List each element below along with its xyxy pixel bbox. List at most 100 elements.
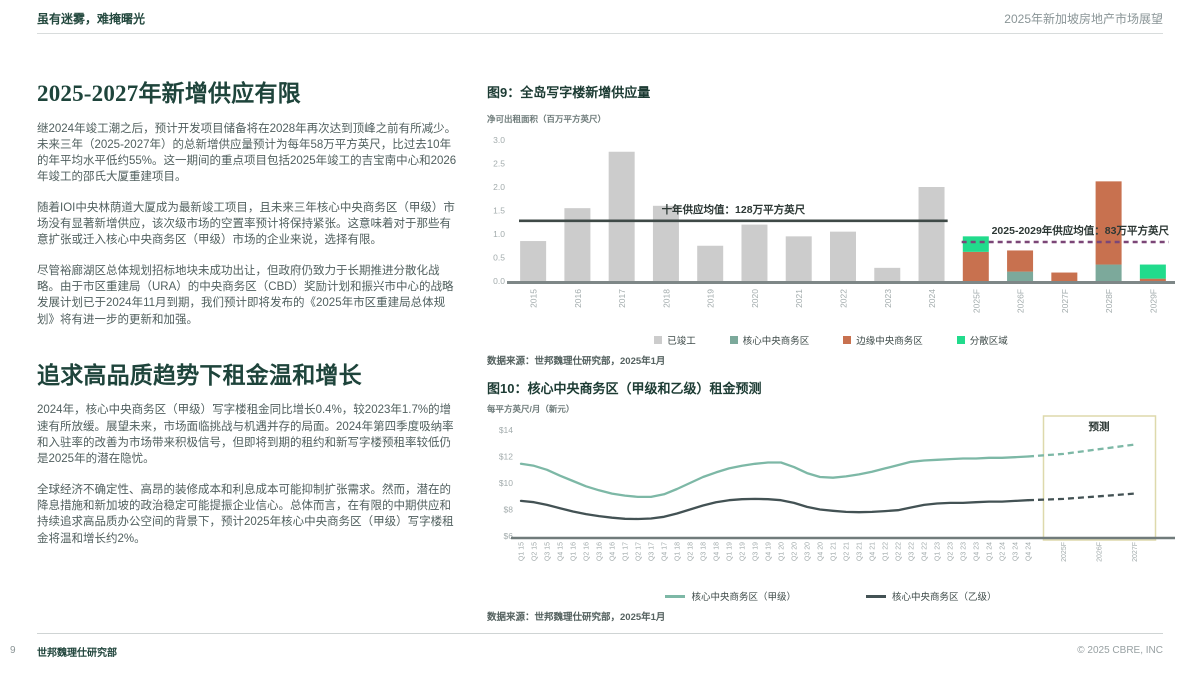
x-tick: Q3 22 [909,542,916,561]
section2-paragraph-1: 2024年，核心中央商务区（甲级）写字楼租金同比增长0.4%，较2023年1.7… [37,404,454,466]
y-tick: $14 [499,425,513,435]
x-tick: 2023 [883,289,893,308]
x-tick: 2027F [1060,289,1070,313]
bar-segment-2026F [1007,250,1034,272]
bar-segment-2019 [697,245,724,281]
bar-segment-2020 [741,224,768,281]
forecast-box [1042,415,1157,541]
bar-segment-2024 [918,187,945,281]
legend-swatch [729,336,738,344]
x-tick: Q2 16 [584,542,591,561]
x-tick: Q4 18 [714,542,721,561]
section1-paragraph-2: 随着IOI中央林荫道大厦成为最新竣工项目，且未来三年核心中央商务区（甲级）市场没… [37,201,455,247]
bar-segment-2021 [785,236,812,281]
x-tick: 2021 [794,289,804,308]
y-tick: $6 [504,531,514,541]
x-tick: Q4 22 [922,542,929,561]
figure9-legend: 已竣工 核心中央商务区 边缘中央商务区 分散区域 [487,333,1175,347]
x-tick: Q2 15 [532,542,539,561]
legend-label: 边缘中央商务区 [856,336,923,347]
page-number: 9 [10,645,16,656]
x-tick: Q3 17 [649,542,656,561]
x-tick: Q2 22 [896,542,903,561]
x-tick: 2027F [1132,542,1139,562]
footer-brand: 世邦魏理仕研究部 [37,648,117,659]
x-tick: Q2 21 [844,542,851,561]
legend-item: 核心中央商务区 [729,333,809,347]
x-tick: Q1 17 [623,542,630,561]
y-tick: $12 [499,452,513,462]
figure10-legend: 核心中央商务区（甲级） 核心中央商务区（乙级） [487,589,1175,603]
bar-segment-2025F [962,251,989,281]
section2-paragraph-2: 全球经济不确定性、高昂的装修成本和利息成本可能抑制扩张需求。然而，潜在的降息措施… [37,483,454,545]
x-tick: 2015 [529,289,539,308]
y-tick: 3.0 [493,135,505,145]
legend-item: 已竣工 [654,333,696,347]
x-tick: Q2 23 [948,542,955,561]
x-tick: 2022 [839,289,849,308]
bar-segment-2028F [1095,264,1122,281]
page-header: 虽有迷雾，难掩曙光 2025年新加坡房地产市场展望 [37,10,1163,34]
series-forecast-line [1027,492,1135,502]
legend-swatch [956,336,965,344]
x-tick: 2020 [750,289,760,308]
footer-copyright: © 2025 CBRE, INC [1077,645,1163,656]
x-tick: 2018 [661,289,671,308]
y-tick: $8 [504,505,514,515]
y-tick: 1.0 [493,229,505,239]
x-tick: Q1 23 [935,542,942,561]
x-tick: Q2 17 [636,542,643,561]
x-tick: Q3 21 [857,542,864,561]
legend-item: 边缘中央商务区 [843,333,923,347]
x-tick: Q4 15 [558,542,565,561]
header-report-title: 2025年新加坡房地产市场展望 [1004,12,1163,26]
legend-item: 核心中央商务区（乙级） [866,589,997,603]
x-tick: Q4 24 [1026,542,1033,561]
section1-title: 2025-2027年新增供应有限 [37,81,301,106]
y-tick: 0.5 [493,253,505,263]
bar-segment-2028F [1095,181,1122,265]
series-forecast-line [1027,443,1135,458]
bar-segment-2029F [1139,278,1166,281]
x-tick: 2025F [971,289,981,313]
y-tick: $10 [499,478,513,488]
bar-segment-2018 [652,205,679,281]
figure9-title: 图9：全岛写字楼新增供应量 [487,85,651,100]
x-tick: Q1 16 [571,542,578,561]
x-tick: Q4 16 [610,542,617,561]
header-section-title: 虽有迷雾，难掩曙光 [37,12,146,26]
y-axis-title: 净可出租面积（百万平方英尺） [487,114,606,124]
legend-item: 分散区域 [956,333,1008,347]
x-tick: Q1 19 [727,542,734,561]
figure9: 图9：全岛写字楼新增供应量 净可出租面积（百万平方英尺） 0.0 0.5 1.0 1.5… [487,82,1175,367]
legend-label: 已竣工 [667,336,696,347]
x-tick: Q1 22 [883,542,890,561]
y-tick: 2.0 [493,182,505,192]
figure10: 图10：核心中央商务区（甲级和乙级）租金预测 每平方英尺/月（新元） $6 $8 $1… [487,378,1175,623]
x-tick: Q2 18 [688,542,695,561]
legend-label: 核心中央商务区（甲级） [691,592,796,603]
x-tick: Q1 18 [675,542,682,561]
annotation-label: 2025-2029年供应均值：83万平方英尺 [992,224,1170,237]
x-tick: 2029F [1148,289,1158,313]
x-tick: Q2 24 [1000,542,1007,561]
section1-paragraph-1: 继2024年竣工潮之后，预计开发项目储备将在2028年再次达到顶峰之前有所减少。… [37,122,457,184]
legend-label: 分散区域 [969,336,1008,347]
footer-divider [37,633,1163,634]
x-tick: Q3 19 [753,542,760,561]
y-tick: 0.0 [493,276,505,286]
x-tick: Q3 24 [1013,542,1020,561]
x-tick: 2026F [1097,542,1104,562]
section1-paragraph-3: 尽管裕廊湖区总体规划招标地块未成功出让，但政府仍致力于长期推进分散化战略。由于市… [37,264,454,326]
legend-swatch [665,594,686,598]
bar-segment-2016 [564,208,591,281]
x-tick: Q2 19 [740,542,747,561]
legend-label: 核心中央商务区（乙级） [892,592,997,603]
x-tick: Q4 20 [818,542,825,561]
bar-segment-2023 [874,267,901,281]
bar-segment-2015 [520,241,547,281]
article-column: 2025-2027年新增供应有限 继2024年竣工潮之后，预计开发项目储备将在2… [37,80,457,561]
x-tick: Q3 15 [545,542,552,561]
figure10-title: 图10：核心中央商务区（甲级和乙级）租金预测 [487,381,762,396]
x-tick: Q3 23 [961,542,968,561]
